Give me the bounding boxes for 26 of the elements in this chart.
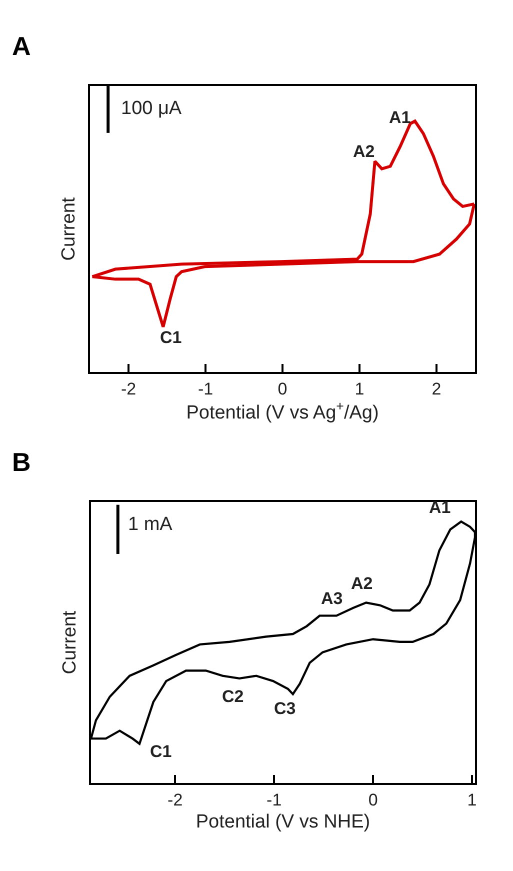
annotation: C3 [274,699,296,718]
y-axis-title: Current [58,196,80,261]
annotation: C1 [150,742,172,761]
x-tick-label: -1 [198,379,214,398]
annotation: A2 [353,142,375,161]
chart-title: A [12,31,31,61]
chart-title: B [12,447,31,477]
x-axis-title: Potential (V vs NHE) [196,812,370,833]
y-axis-title: Current [59,610,80,674]
annotation: C1 [160,328,182,347]
annotation: C2 [222,687,244,706]
text: A1 [429,498,451,517]
annotation: 1 mA [128,514,173,535]
x-tick-label: 1 [467,790,477,810]
annotation: A3 [321,589,343,608]
x-tick-label: -1 [266,790,282,810]
annotation: A1 [389,108,411,127]
x-axis-title: Potential (V vs Ag$^{+}$/Ag) [186,398,379,424]
x-tick-label: 0 [368,790,378,810]
annotation: A2 [351,574,373,593]
x-tick-label: 0 [278,379,288,398]
x-tick-label: -2 [120,379,136,398]
x-tick-label: -2 [168,790,183,810]
x-tick-label: 2 [432,379,442,398]
x-tick-label: 1 [354,379,364,398]
text: 100 μA [121,98,182,119]
